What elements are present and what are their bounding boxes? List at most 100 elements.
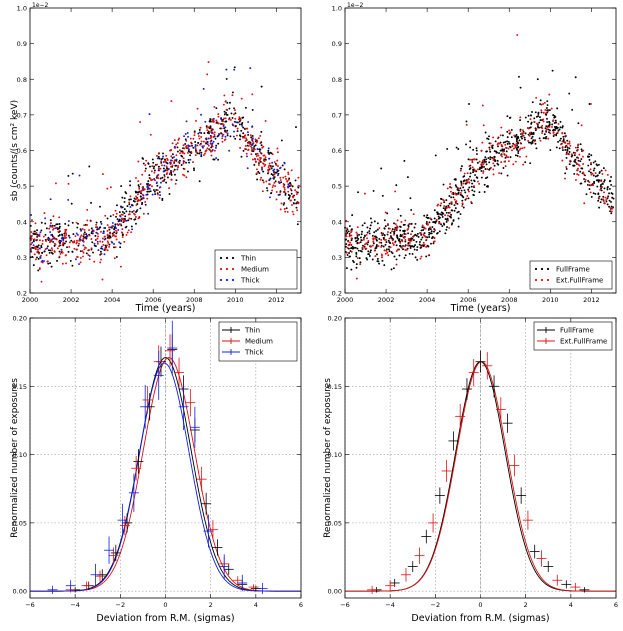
data-point xyxy=(139,190,142,193)
data-point xyxy=(106,244,108,247)
data-point xyxy=(119,215,122,218)
data-point xyxy=(277,172,280,175)
data-point xyxy=(462,206,465,209)
data-point xyxy=(287,197,290,200)
data-point xyxy=(565,166,568,168)
x-tick-label: 2002 xyxy=(378,296,395,304)
data-point xyxy=(444,209,447,212)
data-point xyxy=(544,108,547,111)
data-point xyxy=(148,174,151,177)
data-point xyxy=(276,159,279,162)
data-point xyxy=(486,137,489,140)
data-point xyxy=(363,246,366,249)
data-point xyxy=(194,147,197,150)
time-series-panel: 2000 2002 2004 2006 2008 2010 20120.20.30.40.5… xyxy=(332,2,617,314)
data-point xyxy=(457,192,460,195)
data-point xyxy=(444,232,447,235)
data-point xyxy=(256,152,259,155)
data-point xyxy=(170,178,173,181)
data-point xyxy=(108,243,111,246)
data-point xyxy=(441,212,444,214)
data-point xyxy=(198,128,201,131)
data-point xyxy=(295,202,298,205)
data-point xyxy=(226,134,229,137)
data-point xyxy=(366,258,369,261)
data-point xyxy=(380,253,383,256)
data-point xyxy=(501,155,504,158)
data-point xyxy=(407,238,410,241)
data-point xyxy=(193,134,196,137)
data-point xyxy=(433,217,436,220)
data-point xyxy=(58,245,61,248)
data-point xyxy=(167,168,170,170)
data-point xyxy=(154,193,157,196)
data-point xyxy=(468,165,471,168)
data-point xyxy=(260,144,263,147)
data-point xyxy=(548,109,551,112)
data-point xyxy=(410,208,413,211)
data-point xyxy=(485,185,488,188)
data-point xyxy=(78,239,81,242)
data-point xyxy=(58,233,61,236)
data-point xyxy=(269,196,271,199)
data-point xyxy=(557,140,560,143)
data-point xyxy=(95,223,98,226)
data-point xyxy=(194,141,197,143)
data-point xyxy=(183,147,186,150)
data-point xyxy=(376,222,379,225)
data-point xyxy=(388,227,391,230)
data-point xyxy=(532,131,535,134)
data-point xyxy=(514,154,517,157)
data-point xyxy=(229,135,232,138)
data-point xyxy=(356,236,359,239)
data-point xyxy=(353,246,356,249)
data-point xyxy=(488,161,491,164)
data-point xyxy=(250,146,253,149)
data-point xyxy=(444,214,447,217)
data-point xyxy=(455,146,458,149)
data-point xyxy=(509,146,512,149)
legend-marker xyxy=(534,267,538,271)
data-point xyxy=(159,177,162,180)
data-point xyxy=(568,92,571,95)
data-point xyxy=(515,140,518,143)
data-point xyxy=(535,147,538,150)
data-point xyxy=(183,135,186,138)
data-point xyxy=(160,160,163,163)
data-point xyxy=(466,194,469,197)
data-point xyxy=(476,161,479,164)
data-point xyxy=(88,258,91,261)
data-point xyxy=(442,183,445,186)
data-point xyxy=(369,227,372,230)
data-point xyxy=(149,177,152,180)
data-point xyxy=(260,157,262,160)
data-point xyxy=(483,161,485,164)
data-point xyxy=(236,130,239,133)
data-point xyxy=(161,176,164,179)
data-point xyxy=(273,181,276,184)
data-point xyxy=(580,148,583,151)
data-point xyxy=(456,211,459,214)
data-point xyxy=(509,131,512,134)
data-point xyxy=(428,227,431,230)
data-point xyxy=(445,220,448,223)
data-point xyxy=(287,173,290,176)
data-point xyxy=(211,129,214,132)
data-point xyxy=(498,152,501,155)
data-point xyxy=(135,176,137,179)
data-point xyxy=(31,255,34,258)
data-point xyxy=(532,139,535,142)
plot-frame xyxy=(344,317,617,599)
data-point xyxy=(516,154,519,157)
data-point xyxy=(506,115,509,118)
data-point xyxy=(546,117,548,120)
data-point xyxy=(209,118,212,120)
data-point xyxy=(161,199,164,202)
data-point xyxy=(362,236,365,239)
data-point xyxy=(111,225,114,228)
data-point xyxy=(251,148,254,151)
data-point xyxy=(430,230,433,233)
data-point xyxy=(368,230,371,233)
data-point xyxy=(355,231,358,234)
